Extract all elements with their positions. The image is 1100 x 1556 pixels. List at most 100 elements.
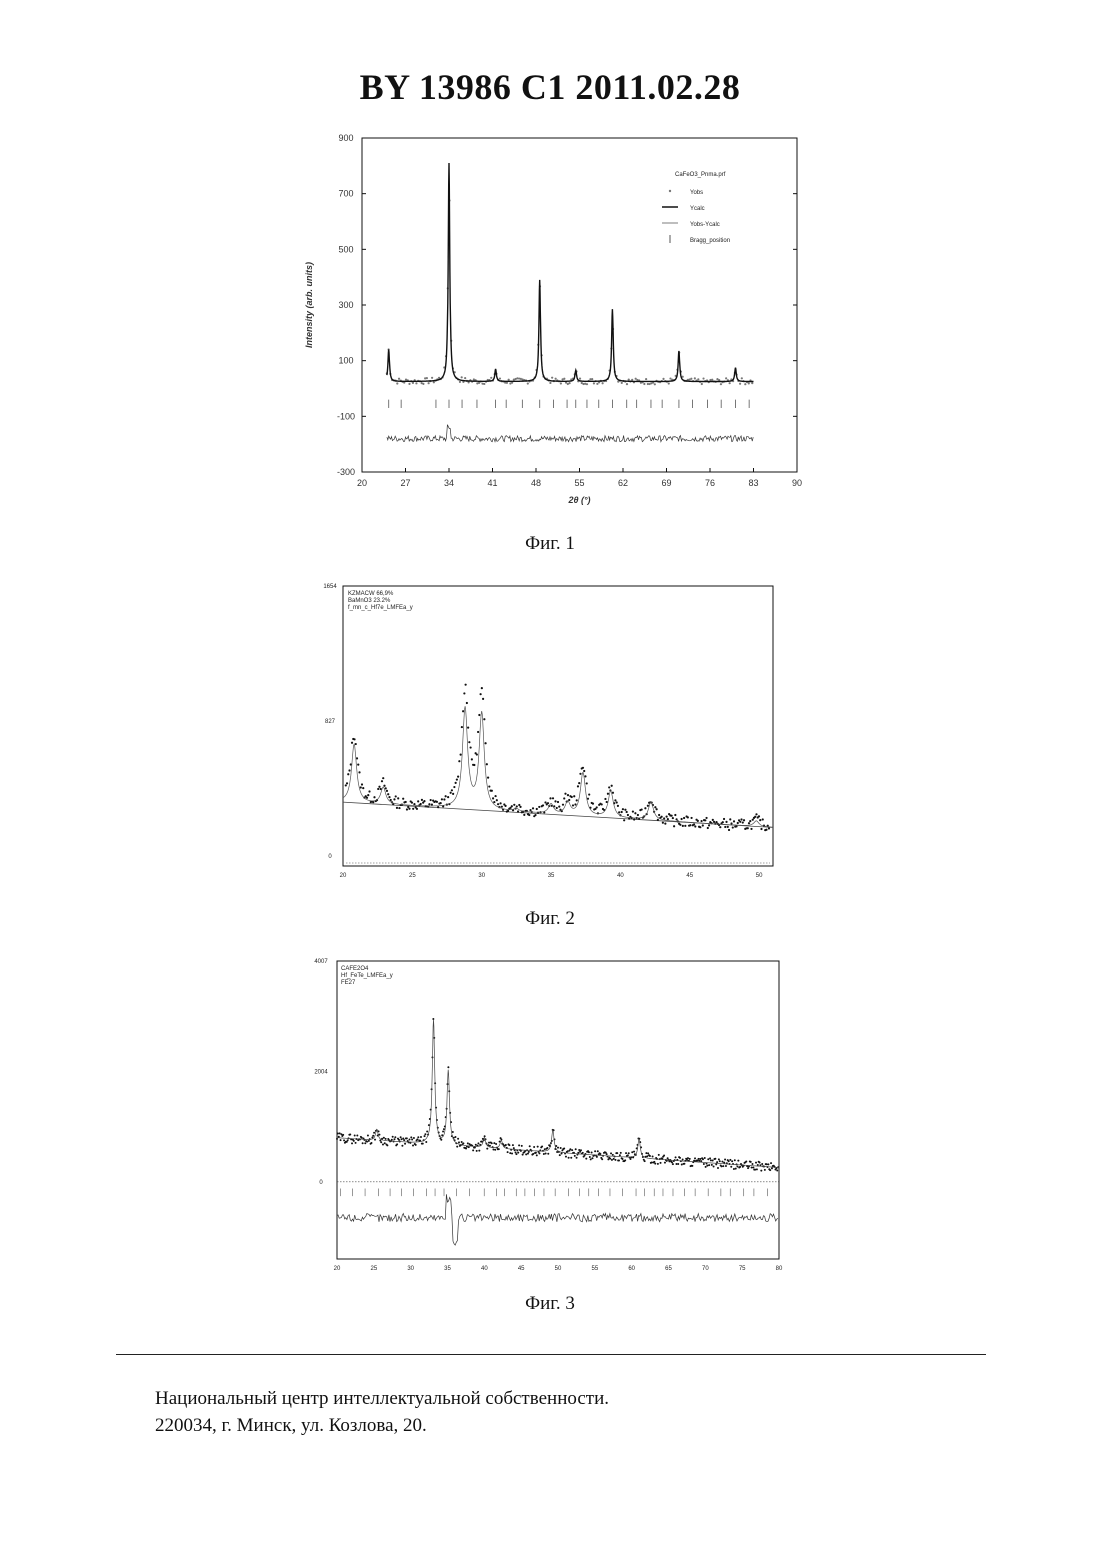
observed-point bbox=[368, 1140, 370, 1142]
observed-point bbox=[727, 826, 729, 828]
observed-point bbox=[410, 1136, 412, 1138]
observed-point bbox=[725, 1165, 727, 1167]
observed-point bbox=[462, 1142, 464, 1144]
observed-point bbox=[466, 702, 468, 704]
observed-point bbox=[416, 808, 418, 810]
observed-point bbox=[378, 786, 380, 788]
observed-point bbox=[386, 790, 388, 792]
yobs-point bbox=[415, 382, 417, 384]
observed-point bbox=[631, 1151, 633, 1153]
yobs-point bbox=[459, 381, 461, 383]
observed-point bbox=[776, 1169, 778, 1171]
observed-point bbox=[735, 1168, 737, 1170]
observed-point bbox=[547, 1153, 549, 1155]
observed-point bbox=[558, 806, 560, 808]
observed-point bbox=[717, 1167, 719, 1169]
observed-point bbox=[347, 1139, 349, 1141]
observed-point bbox=[527, 1153, 529, 1155]
observed-point bbox=[394, 1136, 396, 1138]
observed-point bbox=[354, 1134, 356, 1136]
observed-point bbox=[511, 1152, 513, 1154]
observed-point bbox=[482, 698, 484, 700]
observed-point bbox=[737, 822, 739, 824]
observed-point bbox=[606, 801, 608, 803]
observed-point bbox=[673, 825, 675, 827]
observed-point bbox=[723, 818, 725, 820]
footer-line-2: 220034, г. Минск, ул. Козлова, 20. bbox=[155, 1412, 609, 1439]
observed-point bbox=[705, 1166, 707, 1168]
observed-point bbox=[628, 1152, 630, 1154]
observed-point bbox=[750, 828, 752, 830]
observed-point bbox=[664, 1162, 666, 1164]
observed-point bbox=[515, 1153, 517, 1155]
observed-point bbox=[769, 1169, 771, 1171]
observed-point bbox=[525, 1153, 527, 1155]
x-tick-label: 35 bbox=[548, 873, 555, 879]
observed-point bbox=[686, 1159, 688, 1161]
yobs-point bbox=[690, 378, 692, 380]
observed-point bbox=[616, 1152, 618, 1154]
y-tick-label: 4007 bbox=[314, 959, 328, 965]
observed-point bbox=[468, 1146, 470, 1148]
observed-point bbox=[411, 802, 413, 804]
observed-point bbox=[637, 814, 639, 816]
observed-point bbox=[742, 821, 744, 823]
observed-point bbox=[622, 808, 624, 810]
observed-point bbox=[461, 726, 463, 728]
yobs-point bbox=[506, 382, 508, 384]
observed-point bbox=[355, 743, 357, 745]
x-tick-label: 27 bbox=[400, 478, 410, 488]
observed-point bbox=[491, 1142, 493, 1144]
observed-point bbox=[710, 1159, 712, 1161]
observed-point bbox=[538, 806, 540, 808]
observed-point bbox=[700, 1160, 702, 1162]
x-tick-label: 70 bbox=[702, 1266, 709, 1272]
observed-point bbox=[705, 817, 707, 819]
x-tick-label: 60 bbox=[628, 1266, 635, 1272]
observed-point bbox=[340, 1133, 342, 1135]
yobs-point bbox=[631, 379, 633, 381]
legend-entry: Hf_FeTe_LMFEa_y bbox=[341, 973, 393, 979]
observed-point bbox=[456, 1146, 458, 1148]
observed-point bbox=[337, 1133, 339, 1135]
x-tick-label: 20 bbox=[340, 873, 347, 879]
observed-point bbox=[422, 1143, 424, 1145]
observed-point bbox=[462, 710, 464, 712]
observed-point bbox=[591, 1157, 593, 1159]
x-tick-label: 34 bbox=[444, 478, 454, 488]
observed-point bbox=[516, 805, 518, 807]
observed-point bbox=[383, 1137, 385, 1139]
observed-point bbox=[458, 760, 460, 762]
observed-point bbox=[467, 1142, 469, 1144]
observed-point bbox=[477, 1142, 479, 1144]
observed-point bbox=[574, 803, 576, 805]
observed-point bbox=[723, 1162, 725, 1164]
observed-point bbox=[658, 1154, 660, 1156]
yobs-point bbox=[433, 381, 435, 383]
observed-point bbox=[712, 1159, 714, 1161]
observed-point bbox=[721, 1161, 723, 1163]
x-tick-label: 90 bbox=[792, 478, 802, 488]
observed-point bbox=[657, 1163, 659, 1165]
observed-point bbox=[739, 821, 741, 823]
observed-point bbox=[594, 1150, 596, 1152]
observed-point bbox=[472, 1149, 474, 1151]
observed-point bbox=[509, 1152, 511, 1154]
observed-point bbox=[702, 1158, 704, 1160]
figure-3-caption: Фиг. 3 bbox=[0, 1293, 1100, 1315]
observed-point bbox=[564, 793, 566, 795]
observed-point bbox=[360, 786, 362, 788]
observed-point bbox=[713, 1166, 715, 1168]
observed-point bbox=[349, 1133, 351, 1135]
yobs-point bbox=[551, 377, 553, 379]
observed-point bbox=[656, 808, 658, 810]
observed-point bbox=[760, 828, 762, 830]
observed-point bbox=[610, 1152, 612, 1154]
observed-point bbox=[428, 803, 430, 805]
observed-point bbox=[698, 1158, 700, 1160]
observed-point bbox=[604, 798, 606, 800]
observed-point bbox=[613, 1158, 615, 1160]
x-tick-label: 69 bbox=[661, 478, 671, 488]
observed-point bbox=[517, 1152, 519, 1154]
x-tick-label: 75 bbox=[739, 1266, 746, 1272]
